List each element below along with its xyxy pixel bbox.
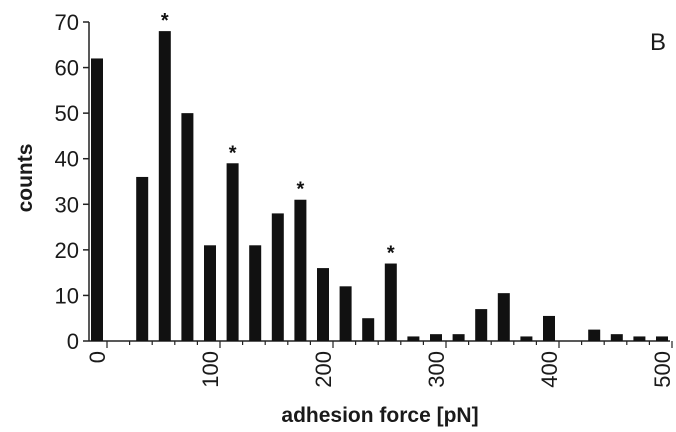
bar — [226, 163, 239, 341]
bar — [384, 263, 397, 341]
x-tick-label: 200 — [311, 351, 336, 388]
bar — [317, 268, 329, 341]
bar — [407, 336, 420, 341]
bar — [430, 334, 442, 341]
y-tick-label: 40 — [55, 147, 79, 172]
y-tick-label: 10 — [55, 283, 79, 308]
bar — [543, 315, 555, 341]
bar — [588, 329, 601, 341]
y-tick-label: 60 — [55, 56, 79, 81]
bar — [294, 199, 307, 341]
y-tick-label: 0 — [67, 329, 79, 354]
bar — [136, 176, 149, 341]
bar — [520, 336, 533, 341]
bar — [610, 334, 623, 341]
panel-label: B — [650, 29, 666, 56]
x-tick-label: 100 — [198, 351, 223, 388]
bar — [497, 293, 510, 341]
x-tick-label: 0 — [85, 351, 110, 363]
x-tick-label: 300 — [424, 351, 449, 388]
y-tick-label: 30 — [55, 192, 79, 217]
bar — [475, 309, 488, 341]
x-axis: 0 100 200 300 400 500 — [85, 340, 675, 388]
y-tick-label: 70 — [55, 10, 79, 35]
bar — [271, 213, 284, 341]
bar — [362, 318, 375, 341]
bar — [656, 336, 668, 341]
y-tick-label: 20 — [55, 238, 79, 263]
significance-star: * — [161, 10, 169, 32]
bar — [452, 334, 465, 341]
y-axis: 0 10 20 30 40 50 60 70 — [55, 10, 90, 354]
bars — [91, 31, 668, 342]
y-tick-label: 50 — [55, 101, 79, 126]
bar — [633, 336, 646, 341]
x-axis-title: adhesion force [pN] — [281, 404, 478, 427]
significance-markers: * * * * — [161, 10, 395, 264]
significance-star: * — [297, 179, 305, 201]
bar — [204, 245, 216, 341]
significance-star: * — [229, 142, 237, 164]
significance-star: * — [387, 243, 395, 265]
bar — [158, 31, 171, 341]
bar — [339, 286, 352, 341]
y-axis-title: counts — [14, 144, 37, 213]
bar — [249, 245, 262, 341]
x-tick-label: 400 — [537, 351, 562, 388]
bar — [181, 113, 194, 342]
x-tick-label: 500 — [650, 351, 675, 388]
bar — [91, 58, 103, 341]
